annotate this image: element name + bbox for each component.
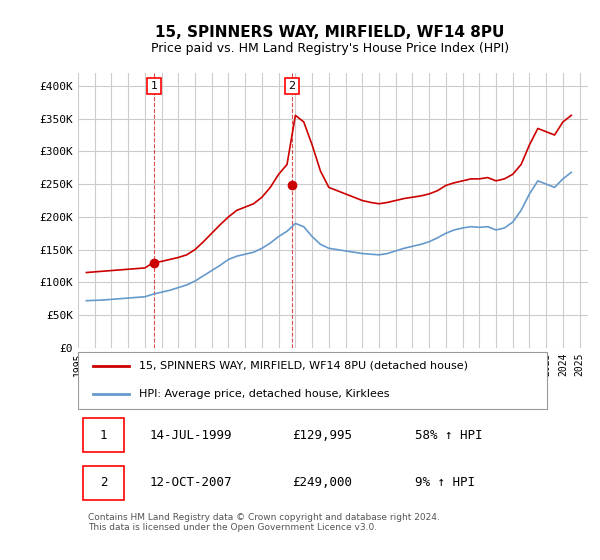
Text: Contains HM Land Registry data © Crown copyright and database right 2024.
This d: Contains HM Land Registry data © Crown c…	[88, 513, 440, 532]
Text: 1: 1	[151, 81, 157, 91]
FancyBboxPatch shape	[83, 418, 124, 452]
Text: 14-JUL-1999: 14-JUL-1999	[149, 428, 232, 442]
Text: 2: 2	[289, 81, 295, 91]
FancyBboxPatch shape	[83, 465, 124, 500]
Text: £249,000: £249,000	[292, 476, 352, 489]
Text: 15, SPINNERS WAY, MIRFIELD, WF14 8PU: 15, SPINNERS WAY, MIRFIELD, WF14 8PU	[155, 25, 505, 40]
Text: £129,995: £129,995	[292, 428, 352, 442]
Text: Price paid vs. HM Land Registry's House Price Index (HPI): Price paid vs. HM Land Registry's House …	[151, 42, 509, 55]
Text: 9% ↑ HPI: 9% ↑ HPI	[415, 476, 475, 489]
Text: 2: 2	[100, 476, 107, 489]
Text: 58% ↑ HPI: 58% ↑ HPI	[415, 428, 482, 442]
Text: 1: 1	[100, 428, 107, 442]
Text: 15, SPINNERS WAY, MIRFIELD, WF14 8PU (detached house): 15, SPINNERS WAY, MIRFIELD, WF14 8PU (de…	[139, 361, 468, 371]
Text: HPI: Average price, detached house, Kirklees: HPI: Average price, detached house, Kirk…	[139, 389, 390, 399]
FancyBboxPatch shape	[78, 352, 547, 409]
Text: 12-OCT-2007: 12-OCT-2007	[149, 476, 232, 489]
